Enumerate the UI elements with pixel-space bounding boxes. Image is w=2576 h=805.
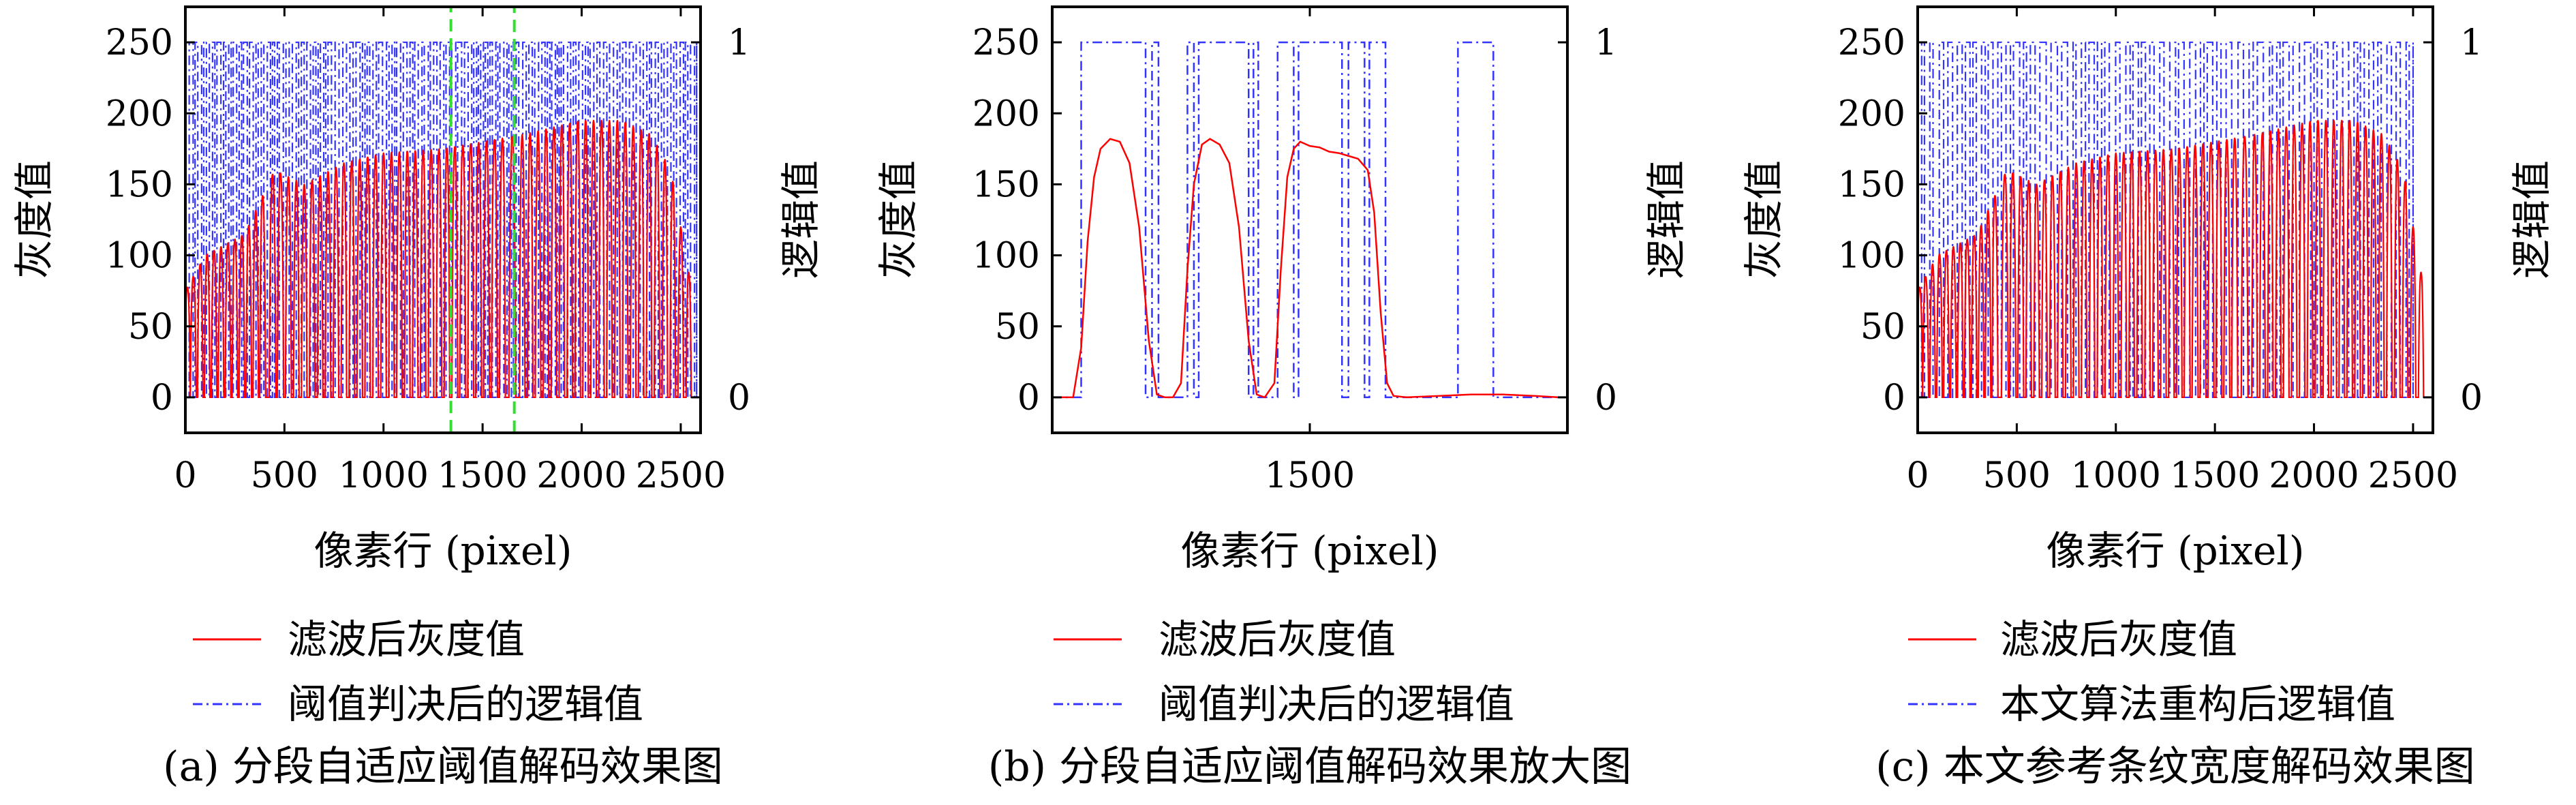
y-tick-label: 250 (972, 22, 1040, 63)
y-tick-label: 0 (1017, 378, 1040, 419)
panel-a-plot (185, 7, 701, 433)
x-tick-label: 2500 (2368, 455, 2458, 496)
gray-series-line (1918, 119, 2433, 399)
x-tick-label: 1500 (438, 455, 527, 496)
y-tick-label: 0 (1883, 378, 1905, 419)
x-tick-label: 0 (1906, 455, 1929, 496)
x-tick-label: 1000 (339, 455, 429, 496)
panel-b: 1500 0 50 100 150 200 250 0 1 灰度值 逻辑值 像素行 (pixel… (875, 5, 1689, 791)
panel-c-xlabel: 像素行 (pixel) (2046, 528, 2305, 574)
logic-series-line (1918, 41, 2414, 399)
x-tick-label: 1500 (2170, 455, 2260, 496)
y2-tick-label: 0 (728, 378, 750, 419)
y-tick-label: 150 (1838, 164, 1905, 205)
zoom-highlight-box (449, 7, 516, 433)
y2-tick-label: 1 (728, 22, 750, 63)
panel-b-caption: (b) 分段自适应阈值解码效果放大图 (988, 743, 1631, 791)
y-tick-label: 150 (106, 164, 173, 205)
y2-tick-label: 1 (2460, 22, 2483, 63)
y-tick-label: 50 (1860, 307, 1905, 348)
x-tick-label: 0 (174, 455, 196, 496)
y-tick-label: 50 (128, 307, 173, 348)
y-tick-label: 200 (1838, 93, 1905, 134)
panel-c-legend: 滤波后灰度值 本文算法重构后逻辑值 (1908, 616, 2395, 727)
x-tick-label: 2500 (636, 455, 726, 496)
legend-label-filtered-gray: 滤波后灰度值 (1159, 616, 1396, 663)
x-tick-label: 2000 (2269, 455, 2359, 496)
panel-b-ylabel: 灰度值 (875, 160, 921, 279)
panel-c-y2label: 逻辑值 (2509, 160, 2555, 279)
x-tick-label: 1500 (1265, 455, 1355, 496)
logic-series-line (185, 41, 698, 399)
panel-c-ylabel: 灰度值 (1741, 160, 1787, 279)
panel-b-legend: 滤波后灰度值 阈值判决后的逻辑值 (1054, 616, 1514, 727)
y-tick-label: 100 (972, 236, 1040, 277)
y-tick-label: 150 (972, 164, 1040, 205)
legend-label-reconstructed-logic: 本文算法重构后逻辑值 (2000, 681, 2395, 727)
gray-series-line (185, 119, 701, 399)
panel-b-frame (1051, 5, 1569, 434)
panel-c-plot (1918, 41, 2433, 399)
y-tick-label: 0 (151, 378, 173, 419)
y-tick-label: 200 (972, 93, 1040, 134)
panel-a-xlabel: 像素行 (pixel) (314, 528, 572, 574)
panel-a-y2label: 逻辑值 (778, 160, 824, 279)
y-tick-label: 100 (106, 236, 173, 277)
panel-a-ylabel: 灰度值 (11, 160, 57, 279)
x-tick-label: 500 (251, 455, 318, 496)
y-tick-label: 50 (995, 307, 1040, 348)
y2-tick-label: 0 (2460, 378, 2483, 419)
panel-c-frame (1916, 5, 2434, 434)
y2-tick-label: 1 (1595, 22, 1617, 63)
panel-a-caption: (a) 分段自适应阈值解码效果图 (163, 743, 723, 791)
x-tick-label: 2000 (536, 455, 626, 496)
y2-tick-label: 0 (1595, 378, 1617, 419)
y-tick-label: 100 (1838, 236, 1905, 277)
legend-label-filtered-gray: 滤波后灰度值 (2000, 616, 2237, 663)
y-tick-label: 200 (106, 93, 173, 134)
gray-series-line (1052, 138, 1567, 399)
panel-b-ticks: 1500 0 50 100 150 200 250 0 1 (972, 7, 1617, 496)
legend-label-filtered-gray: 滤波后灰度值 (288, 616, 525, 663)
panel-b-plot (1052, 41, 1567, 399)
y-tick-label: 250 (106, 22, 173, 63)
logic-series-line (1052, 41, 1567, 399)
panel-a-legend: 滤波后灰度值 阈值判决后的逻辑值 (193, 616, 643, 727)
panel-b-xlabel: 像素行 (pixel) (1181, 528, 1439, 574)
legend-label-threshold-logic: 阈值判决后的逻辑值 (1159, 681, 1514, 727)
panel-c-caption: (c) 本文参考条纹宽度解码效果图 (1875, 743, 2475, 791)
panel-a-frame (184, 5, 702, 434)
y-tick-label: 250 (1838, 22, 1905, 63)
x-tick-label: 500 (1983, 455, 2051, 496)
x-tick-label: 1000 (2071, 455, 2161, 496)
legend-label-threshold-logic: 阈值判决后的逻辑值 (288, 681, 643, 727)
panel-b-y2label: 逻辑值 (1643, 160, 1689, 279)
